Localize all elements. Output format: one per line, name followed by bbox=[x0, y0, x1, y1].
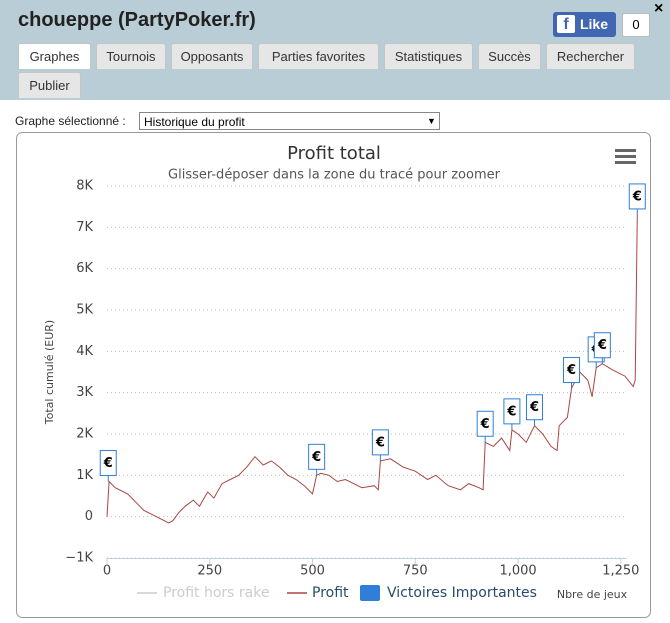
flag-label: € bbox=[311, 450, 321, 465]
flag-box bbox=[308, 443, 326, 470]
flag-label: € bbox=[506, 404, 516, 419]
flag-label: € bbox=[529, 400, 539, 415]
legend-label: Profit bbox=[312, 585, 349, 601]
selector-label: Graphe sélectionné : bbox=[15, 114, 126, 128]
flag-label: € bbox=[566, 363, 576, 378]
x-tick-label: 500 bbox=[300, 564, 325, 579]
legend-label: Profit hors rake bbox=[163, 585, 269, 601]
flag: € bbox=[503, 398, 521, 430]
flag-box bbox=[476, 410, 494, 437]
tab[interactable]: Tournois bbox=[96, 43, 166, 69]
y-tick-label: 2K bbox=[76, 427, 93, 442]
tab[interactable]: Parties favorites bbox=[258, 43, 379, 69]
y-tick-label: 5K bbox=[76, 303, 93, 318]
profit-line bbox=[106, 214, 638, 524]
like-count: 0 bbox=[622, 13, 650, 37]
x-tick-label: 250 bbox=[197, 564, 222, 579]
flag: € bbox=[476, 410, 494, 443]
flag: € bbox=[593, 332, 611, 364]
y-tick-label: 8K bbox=[76, 179, 93, 194]
y-tick-label: 0 bbox=[85, 509, 93, 524]
y-axis-label: Total cumulé (EUR) bbox=[43, 320, 56, 425]
legend-label: Victoires Importantes bbox=[387, 585, 537, 601]
tab[interactable]: Statistiques bbox=[384, 43, 473, 69]
flag-box bbox=[628, 183, 646, 210]
menu-icon[interactable] bbox=[615, 149, 636, 164]
chart-subtitle: Glisser-déposer dans la zone du tracé po… bbox=[168, 168, 501, 183]
x-tick-label: 1,000 bbox=[499, 564, 536, 579]
flag-box bbox=[563, 357, 581, 384]
y-tick-label: −1K bbox=[65, 551, 93, 566]
graph-select[interactable]: Historique du profit bbox=[139, 112, 440, 130]
y-tick-label: 6K bbox=[76, 261, 93, 276]
flag-box bbox=[99, 450, 117, 477]
x-tick-label: 750 bbox=[403, 564, 428, 579]
page-title: choueppe (PartyPoker.fr) bbox=[18, 9, 256, 31]
tab[interactable]: Succès bbox=[478, 43, 541, 69]
facebook-icon: f bbox=[557, 15, 575, 33]
flag: € bbox=[628, 183, 646, 215]
y-tick-label: 3K bbox=[76, 385, 93, 400]
flag-label: € bbox=[632, 189, 642, 204]
flag: € bbox=[526, 394, 544, 426]
chart-title: Profit total bbox=[287, 143, 381, 164]
tab[interactable]: Rechercher bbox=[546, 43, 635, 69]
flag-label: € bbox=[597, 338, 607, 353]
flag-box bbox=[526, 394, 544, 421]
flag-box bbox=[371, 429, 389, 456]
flag: € bbox=[99, 450, 117, 482]
flag-label: € bbox=[480, 417, 490, 432]
y-tick-label: 4K bbox=[76, 344, 93, 359]
flag-label: € bbox=[375, 435, 385, 450]
tab[interactable]: Graphes bbox=[18, 43, 91, 69]
flag-label: € bbox=[103, 456, 113, 471]
flag: € bbox=[563, 357, 581, 389]
close-button[interactable]: × bbox=[654, 0, 664, 17]
chart-frame bbox=[16, 132, 651, 618]
tab[interactable]: Publier bbox=[18, 72, 81, 98]
y-tick-label: 7K bbox=[76, 220, 93, 235]
x-tick-label: 1,250 bbox=[602, 564, 639, 579]
x-tick-label: 0 bbox=[103, 564, 111, 579]
y-tick-label: 1K bbox=[76, 468, 93, 483]
flag-box bbox=[503, 398, 521, 425]
tab[interactable]: Opposants bbox=[171, 43, 253, 69]
select-arrow: ▼ bbox=[427, 116, 436, 126]
legend-swatch bbox=[360, 585, 380, 601]
flag: € bbox=[371, 429, 389, 461]
x-axis-label: Nbre de jeux bbox=[557, 588, 628, 601]
flag: € bbox=[308, 443, 326, 476]
flag-box bbox=[593, 332, 611, 359]
